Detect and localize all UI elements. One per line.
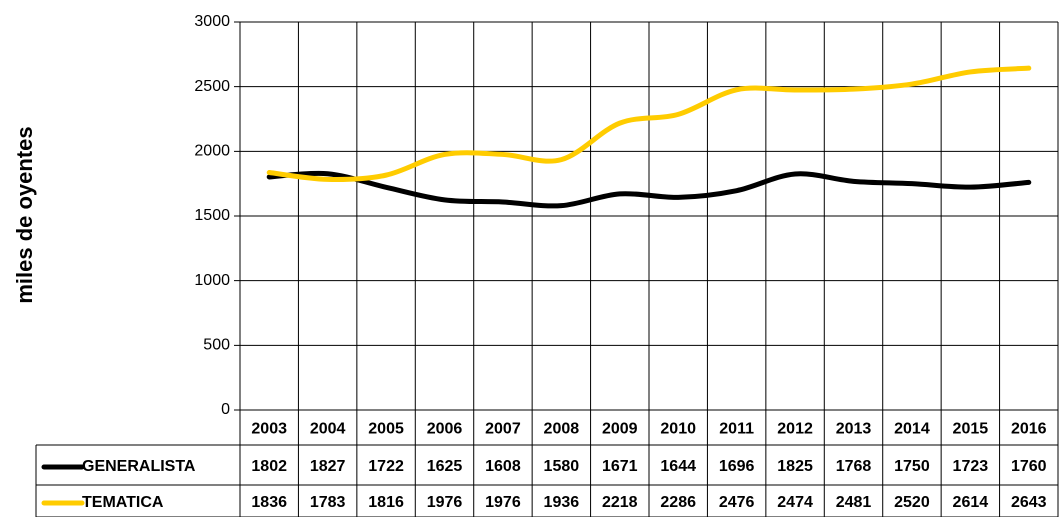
x-tick-label: 2009: [602, 421, 638, 438]
x-tick-label: 2013: [836, 421, 872, 438]
x-tick-label: 2005: [368, 421, 404, 438]
table-value: 2476: [719, 494, 755, 511]
y-tick-label: 2500: [194, 78, 230, 95]
legend-label: TEMATICA: [82, 494, 164, 511]
x-tick-label: 2015: [953, 421, 989, 438]
series-line: [266, 65, 1032, 183]
table-value: 1836: [251, 494, 287, 511]
x-tick-label: 2012: [777, 421, 813, 438]
table-value: 2614: [953, 494, 989, 511]
x-tick-label: 2010: [660, 421, 696, 438]
y-tick-label: 0: [221, 401, 230, 418]
table-value: 1580: [544, 458, 580, 475]
legend-label: GENERALISTA: [82, 458, 196, 475]
table-value: 1644: [660, 458, 696, 475]
x-tick-label: 2004: [310, 421, 346, 438]
series-line: [266, 170, 1032, 209]
table-value: 1625: [427, 458, 463, 475]
x-tick-label: 2016: [1011, 421, 1047, 438]
y-tick-label: 1000: [194, 272, 230, 289]
table-value: 1827: [310, 458, 346, 475]
table-value: 1816: [368, 494, 404, 511]
x-tick-label: 2011: [719, 421, 754, 438]
x-tick-label: 2003: [251, 421, 287, 438]
y-tick-label: 500: [203, 337, 230, 354]
x-tick-label: 2008: [544, 421, 580, 438]
table-value: 1696: [719, 458, 755, 475]
table-value: 1760: [1011, 458, 1047, 475]
y-tick-label: 3000: [194, 13, 230, 30]
table-value: 1723: [953, 458, 989, 475]
table-value: 2643: [1011, 494, 1047, 511]
table-value: 2481: [836, 494, 872, 511]
y-axis-label: miles de oyentes: [12, 126, 37, 303]
table-value: 1783: [310, 494, 346, 511]
table-value: 1750: [894, 458, 930, 475]
x-tick-label: 2007: [485, 421, 521, 438]
table-value: 2474: [777, 494, 813, 511]
x-tick-label: 2014: [894, 421, 930, 438]
table-value: 1825: [777, 458, 813, 475]
table-value: 1976: [427, 494, 463, 511]
table-value: 2286: [660, 494, 696, 511]
table-value: 1768: [836, 458, 872, 475]
table-value: 1722: [368, 458, 404, 475]
table-value: 1802: [251, 458, 287, 475]
table-value: 1936: [544, 494, 580, 511]
table-value: 1608: [485, 458, 521, 475]
table-value: 1976: [485, 494, 521, 511]
y-tick-label: 1500: [194, 207, 230, 224]
x-tick-label: 2006: [427, 421, 463, 438]
table-value: 2520: [894, 494, 930, 511]
table-value: 1671: [602, 458, 638, 475]
y-tick-label: 2000: [194, 143, 230, 160]
table-value: 2218: [602, 494, 638, 511]
